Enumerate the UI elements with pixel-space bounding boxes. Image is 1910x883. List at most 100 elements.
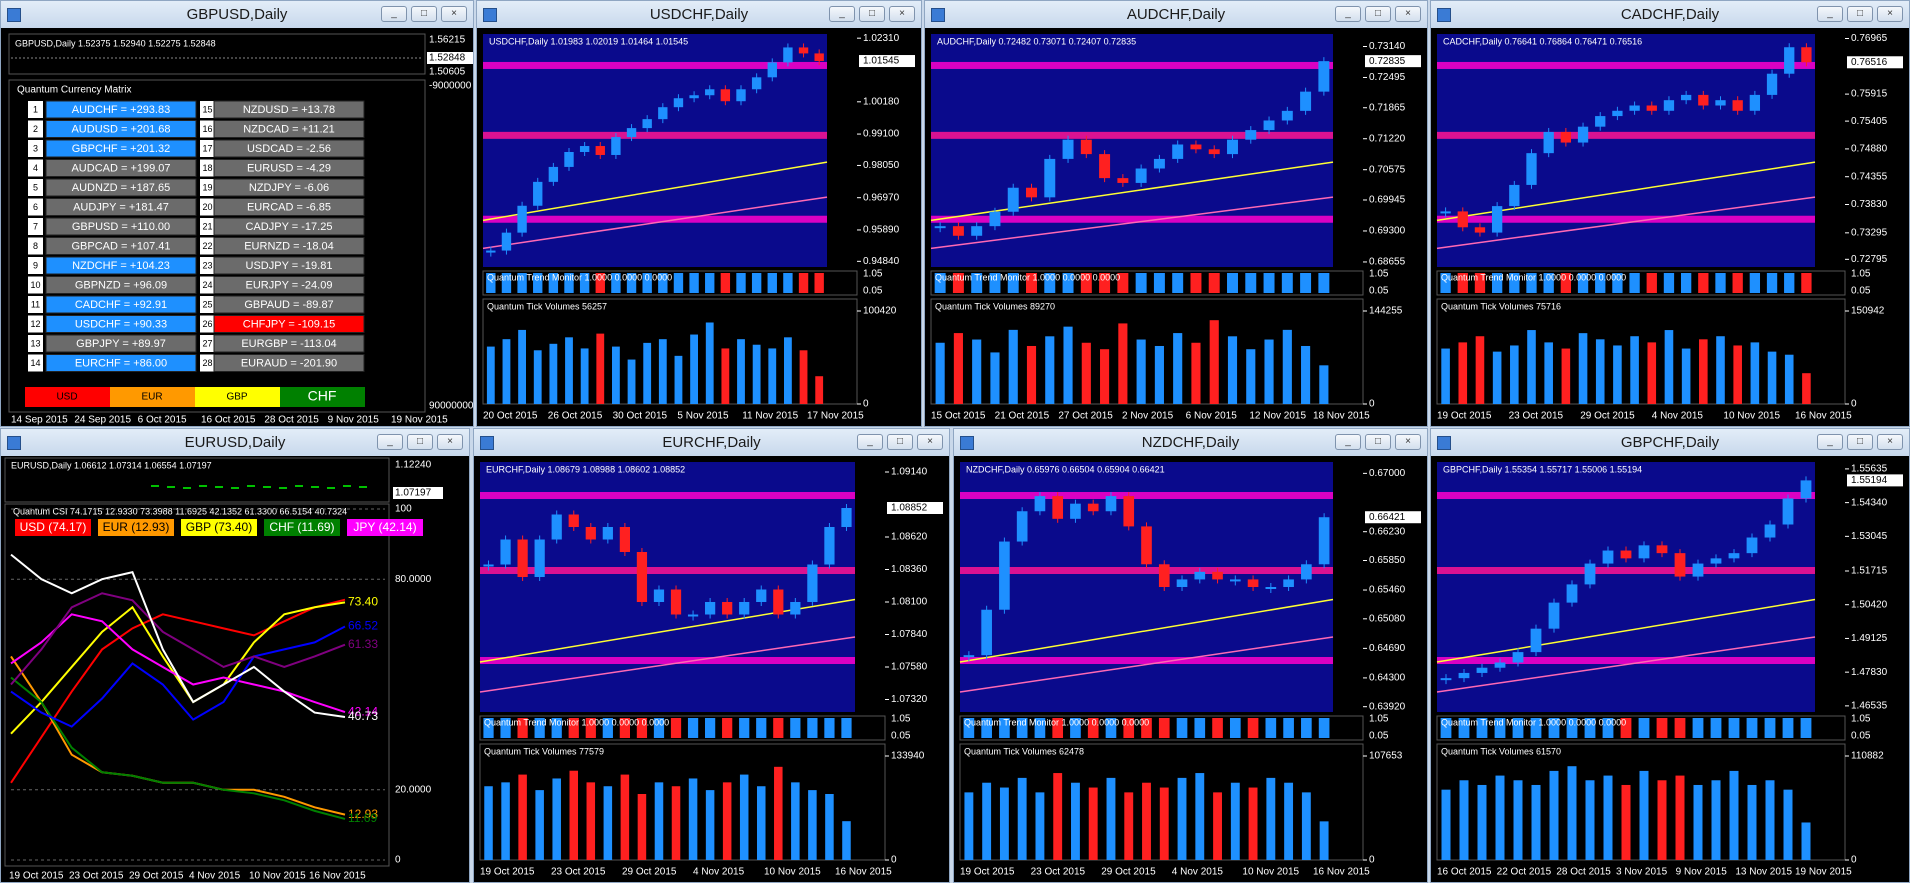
candle — [1245, 130, 1257, 140]
volume-tick-label: 0 — [1851, 399, 1857, 410]
close-button[interactable]: × — [1395, 6, 1421, 22]
volume-bar — [1675, 775, 1685, 860]
volume-bar — [1154, 345, 1164, 404]
volume-bar — [637, 794, 647, 860]
matrix-index: 1 — [33, 104, 38, 114]
zone-band — [1437, 492, 1815, 499]
candle — [1674, 553, 1686, 577]
candle — [1612, 110, 1623, 117]
trend-tick-label: 1.05 — [863, 269, 883, 280]
candle — [483, 564, 494, 567]
volume-label: Quantum Tick Volumes 56257 — [487, 301, 607, 311]
matrix-index-box — [200, 198, 215, 216]
date-label: 4 Nov 2015 — [1172, 867, 1224, 878]
date-label: 3 Nov 2015 — [1616, 867, 1668, 878]
candle — [1584, 563, 1596, 585]
current-price-label: 1.01545 — [863, 56, 900, 67]
candle — [1629, 105, 1640, 111]
trend-label: Quantum Trend Monitor 1.0000 0.0000 0.00… — [1441, 717, 1626, 727]
candle — [548, 166, 559, 182]
price-tick-label: 1.00180 — [863, 96, 900, 107]
minimize-button[interactable]: _ — [1335, 434, 1361, 450]
close-button[interactable]: × — [1877, 434, 1903, 450]
volume-bar — [1477, 784, 1487, 860]
volume-bar — [1510, 345, 1519, 404]
minimize-button[interactable]: _ — [381, 6, 407, 22]
candle — [579, 146, 590, 152]
y-tick-label: 100 — [395, 504, 412, 515]
volume-bar — [1747, 784, 1757, 860]
candle — [1176, 579, 1188, 587]
date-label: 29 Oct 2015 — [622, 867, 677, 878]
trend-bar — [1560, 273, 1572, 293]
maximize-button[interactable]: □ — [407, 434, 433, 450]
volume-bar — [808, 790, 817, 860]
volume-label: Quantum Tick Volumes 75716 — [1441, 301, 1561, 311]
legend-label: JPY (42.14) — [353, 520, 416, 534]
candle — [1692, 563, 1704, 577]
price-tick-label: 0.95890 — [863, 225, 900, 236]
trend-bar — [1190, 273, 1202, 293]
maximize-button[interactable]: □ — [1365, 434, 1391, 450]
zone-band — [1437, 567, 1815, 574]
matrix-cell-label: NZDCAD = +11.21 — [243, 123, 335, 135]
date-label: 21 Oct 2015 — [995, 411, 1050, 422]
trend-bar — [1245, 273, 1257, 293]
close-button[interactable]: × — [917, 434, 943, 450]
candle — [1052, 496, 1064, 519]
trend-bar — [1766, 273, 1778, 293]
minimize-button[interactable]: _ — [1817, 6, 1843, 22]
candle — [1265, 587, 1277, 589]
zone-band — [480, 492, 855, 499]
minimize-button[interactable]: _ — [857, 434, 883, 450]
volume-tick-label: 0 — [1851, 855, 1857, 866]
price-tick-label: 0.69300 — [1369, 226, 1406, 237]
candle — [500, 539, 511, 565]
maximize-button[interactable]: □ — [1365, 6, 1391, 22]
title-bar: USDCHF,Daily _ □ × — [477, 1, 921, 28]
close-button[interactable]: × — [889, 6, 915, 22]
trend-bar — [1247, 718, 1259, 738]
close-button[interactable]: × — [1395, 434, 1421, 450]
window-title: EURCHF,Daily — [662, 434, 761, 451]
trend-bar — [1602, 718, 1614, 738]
price-tick-label: 0.65080 — [1369, 613, 1406, 624]
candle — [1123, 496, 1135, 527]
volume-bar — [620, 774, 630, 860]
window-icon — [1437, 8, 1451, 22]
volume-bar — [1441, 348, 1450, 404]
matrix-index: 13 — [30, 338, 40, 348]
trend-bar — [1123, 718, 1135, 738]
maximize-button[interactable]: □ — [859, 6, 885, 22]
close-button[interactable]: × — [441, 6, 467, 22]
current-price-label: 0.76516 — [1851, 57, 1888, 68]
trend-bar — [1577, 273, 1589, 293]
minimize-button[interactable]: _ — [1335, 6, 1361, 22]
candle — [1732, 100, 1743, 111]
current-price-label: 1.55194 — [1851, 475, 1888, 486]
chart-canvas: EURUSD,Daily 1.06612 1.07314 1.06554 1.0… — [4, 457, 443, 882]
date-label: 23 Oct 2015 — [1509, 411, 1564, 422]
close-button[interactable]: × — [437, 434, 463, 450]
volume-bar — [799, 350, 808, 404]
moving-average — [959, 598, 1334, 663]
volume-bar — [972, 339, 982, 404]
close-button[interactable]: × — [1877, 6, 1903, 22]
csi-end-label: 73.40 — [348, 595, 378, 609]
minimize-button[interactable]: _ — [829, 6, 855, 22]
candle — [1247, 579, 1259, 587]
y-tick-label: 20.0000 — [395, 784, 432, 795]
window-icon — [483, 8, 497, 22]
trend-bar — [1172, 273, 1184, 293]
trend-bar — [626, 273, 637, 293]
maximize-button[interactable]: □ — [1847, 434, 1873, 450]
minimize-button[interactable]: _ — [1817, 434, 1843, 450]
candle — [1229, 579, 1241, 582]
maximize-button[interactable]: □ — [887, 434, 913, 450]
trend-bar — [963, 718, 975, 738]
matrix-index: 4 — [33, 163, 38, 173]
maximize-button[interactable]: □ — [1847, 6, 1873, 22]
maximize-button[interactable]: □ — [411, 6, 437, 22]
trend-bar — [579, 273, 590, 293]
minimize-button[interactable]: _ — [377, 434, 403, 450]
